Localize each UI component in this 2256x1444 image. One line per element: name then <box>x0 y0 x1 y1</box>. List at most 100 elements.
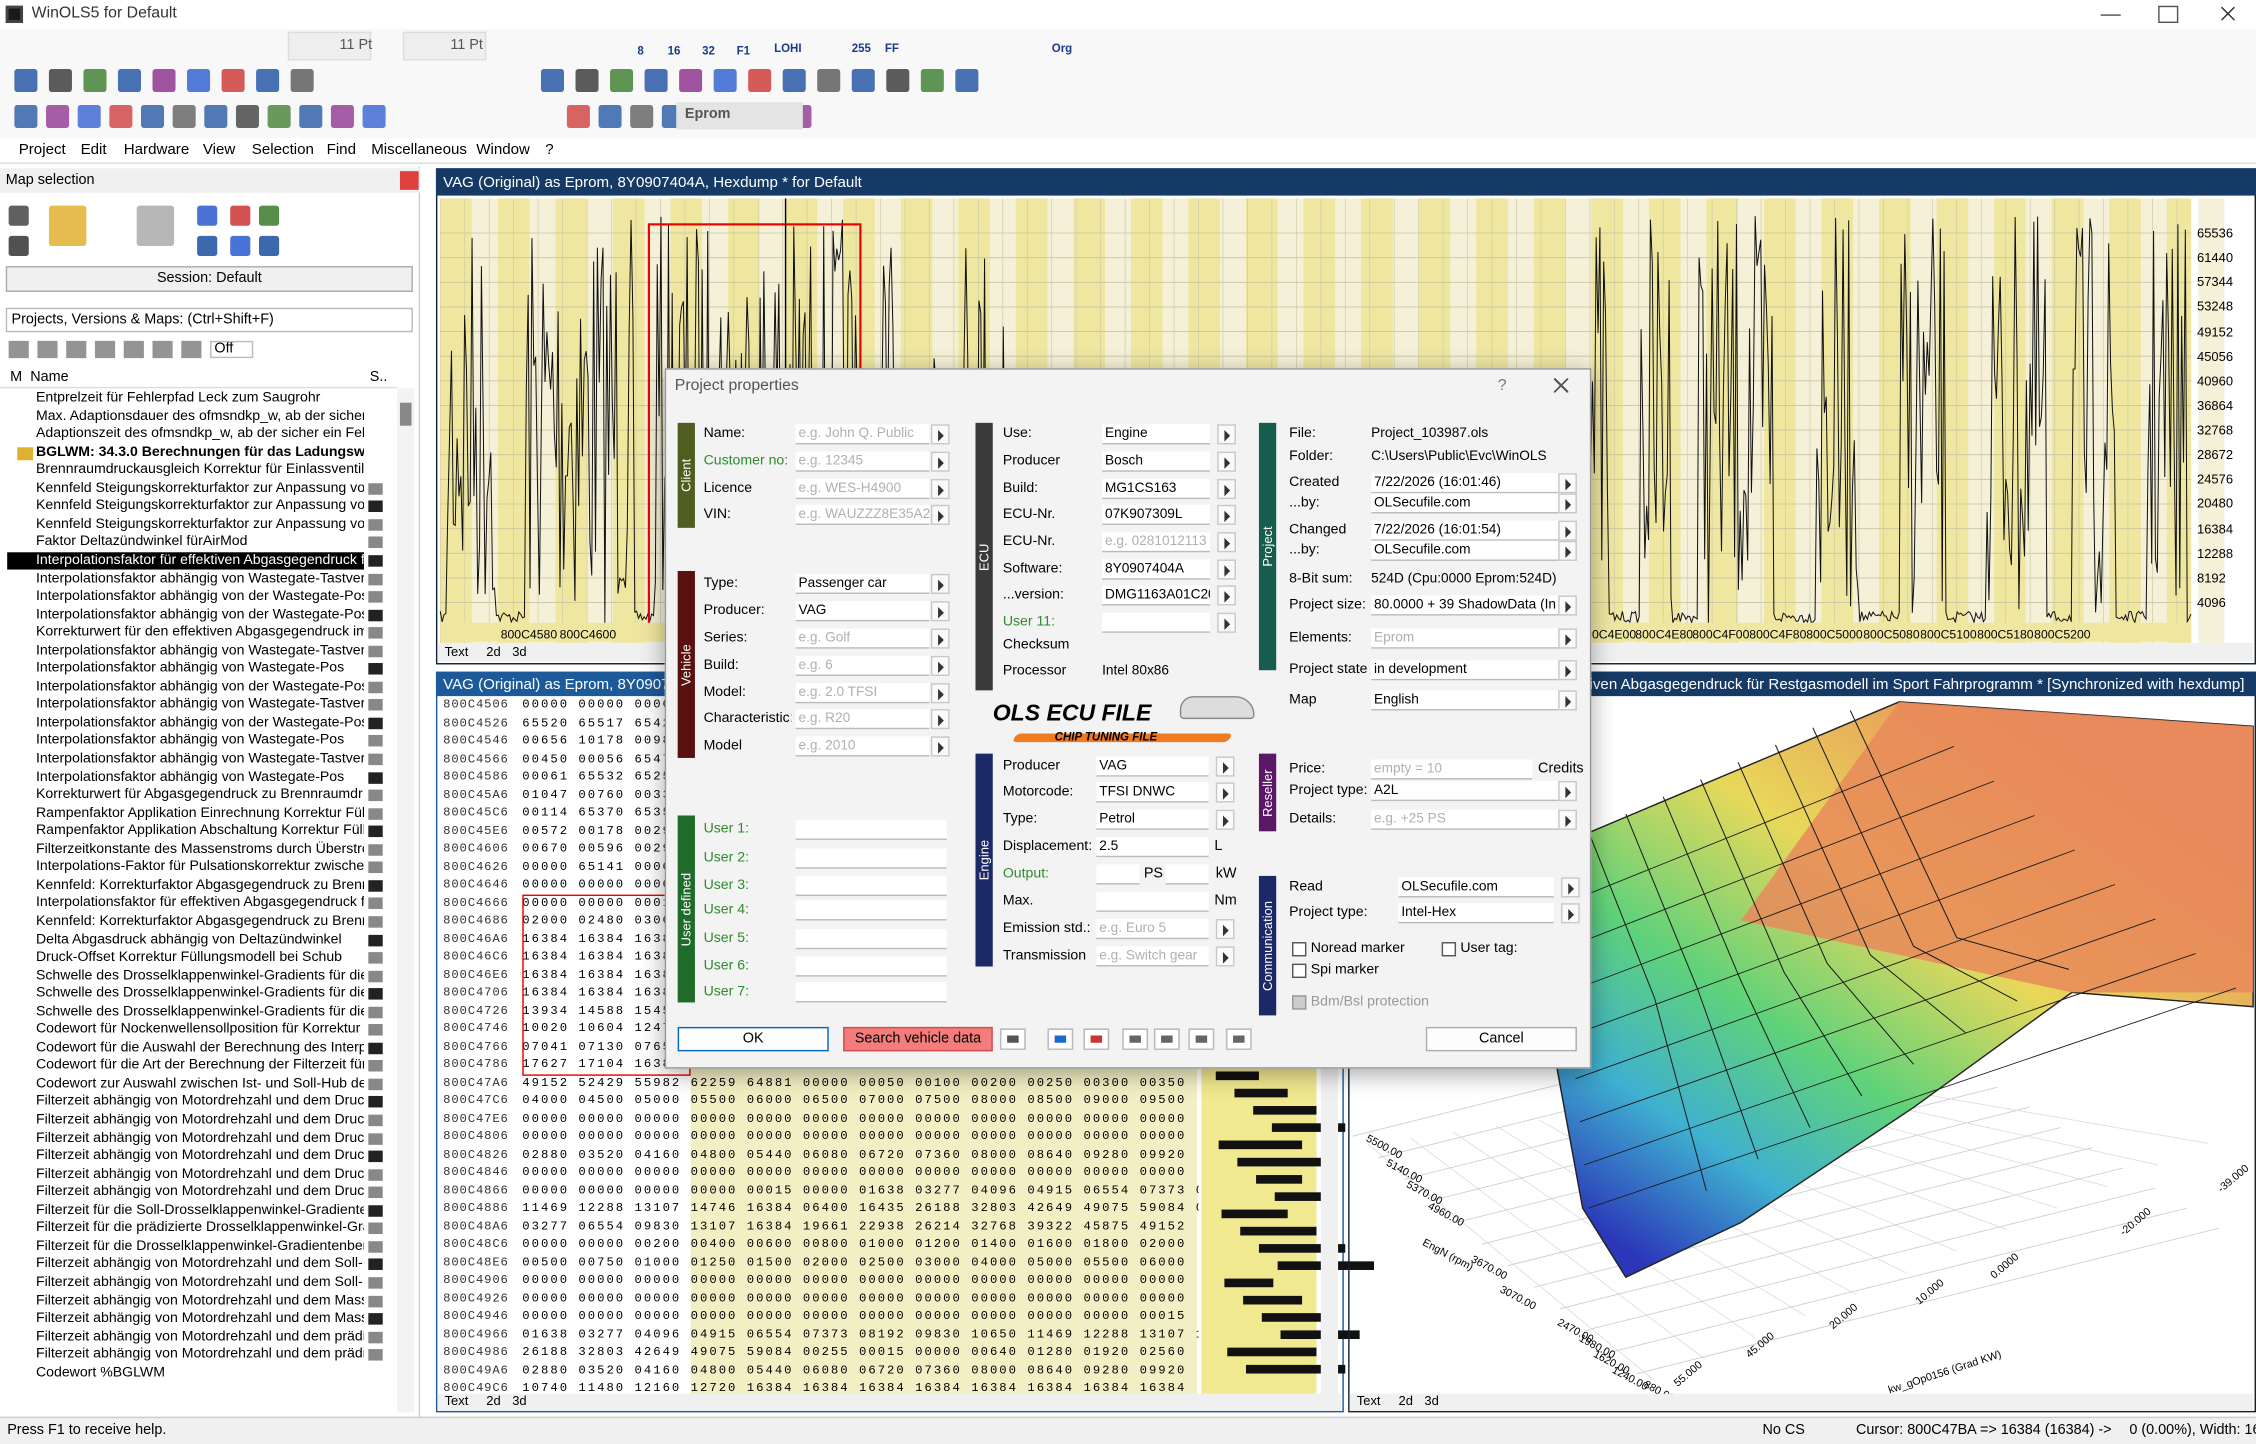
hex-row[interactable]: 03277 06554 09830 13107 16384 19661 2293… <box>522 1218 1187 1234</box>
toolbar-icon[interactable] <box>267 104 291 129</box>
panel-icon[interactable] <box>8 205 29 226</box>
field-input[interactable]: e.g. +25 PS <box>1371 809 1576 830</box>
toolbar-icon[interactable] <box>540 69 565 93</box>
toolbar-icon[interactable] <box>330 104 354 129</box>
field-button[interactable] <box>1217 559 1236 580</box>
map-item[interactable]: Filterzeit abhängig von Motordrehzahl un… <box>35 1147 365 1164</box>
map-item[interactable]: Kennfeld: Korrekturfaktor Abgasgegendruc… <box>35 877 365 893</box>
map-item[interactable]: Delta Abgasdruck abhängig von Deltazündw… <box>35 931 342 948</box>
field-button[interactable] <box>1217 451 1236 472</box>
toolbar-icon[interactable] <box>598 104 622 129</box>
toolbar-icon[interactable] <box>886 69 910 93</box>
hex-row[interactable]: 00670 00596 00295 <box>522 841 682 856</box>
map-item[interactable]: Schwelle des Drosselklappenwinkel-Gradie… <box>35 985 365 1002</box>
map-item[interactable]: Kennfeld Steigungskorrekturfaktor zur An… <box>35 480 365 496</box>
toolbar-icon[interactable] <box>83 69 107 93</box>
field-button[interactable] <box>1217 478 1236 500</box>
field-button[interactable] <box>1215 946 1235 967</box>
hex-row[interactable]: 16384 16384 16384 <box>522 931 682 946</box>
map-item[interactable]: Interpolationsfaktor abhängig von der Wa… <box>35 678 365 695</box>
field-input[interactable] <box>1102 612 1211 633</box>
hex-row[interactable]: 00500 00750 01000 01250 01500 02000 0250… <box>522 1254 1187 1270</box>
window-close[interactable] <box>2219 6 2239 23</box>
field-input[interactable] <box>795 956 947 977</box>
map-item[interactable]: Filterzeit abhängig von Motordrehzahl un… <box>35 1129 365 1146</box>
menu-item[interactable]: Selection <box>251 140 314 159</box>
toolbar-icon[interactable] <box>920 69 944 93</box>
menu-item[interactable]: Edit <box>80 140 107 159</box>
field-input[interactable]: Passenger car <box>795 573 930 594</box>
map-item[interactable]: Interpolationsfaktor abhängig von Wasteg… <box>35 660 345 677</box>
view-tab[interactable]: Text <box>1356 1393 1381 1409</box>
map-item[interactable]: Interpolationsfaktor für effektiven Abga… <box>35 895 365 911</box>
field-input[interactable]: MG1CS163 <box>1102 478 1211 500</box>
field-button[interactable] <box>1215 809 1235 830</box>
panel-icon[interactable] <box>197 205 218 226</box>
field-input[interactable]: Petrol <box>1096 809 1209 830</box>
view-tab[interactable]: Text <box>444 1393 469 1409</box>
field-input[interactable]: e.g. WAUZZZ8E35A23 <box>795 504 930 525</box>
map-item[interactable]: Korrekturwert für den effektiven Abgasge… <box>35 624 365 641</box>
hex-row[interactable]: 02880 03520 04160 04800 05440 06080 0672… <box>522 1362 1187 1378</box>
toolbar-icon[interactable] <box>221 69 245 93</box>
hex-row[interactable]: 00572 00178 00290 <box>522 823 682 838</box>
field-input[interactable]: OLSecufile.com <box>1371 540 1559 561</box>
map-item[interactable]: Filterzeit abhängig von Motordrehzahl un… <box>35 1111 365 1128</box>
map-item[interactable]: Filterzeit abhängig von Motordrehzahl un… <box>35 1093 365 1110</box>
hex-row[interactable]: 00000 00000 00000 <box>522 697 682 712</box>
panel-icon[interactable] <box>48 205 87 246</box>
hex-row[interactable]: 00000 00000 00000 00000 00000 00000 0000… <box>522 1272 1187 1288</box>
field-button[interactable] <box>1558 690 1577 711</box>
field-button[interactable] <box>930 504 950 525</box>
panel-icon[interactable] <box>230 205 251 226</box>
field-input[interactable]: Engine <box>1102 424 1211 445</box>
menu-item[interactable]: Hardware <box>123 140 190 159</box>
field-button[interactable] <box>1558 780 1577 802</box>
filter-icon[interactable] <box>8 340 29 359</box>
hex-row[interactable]: 13934 14588 15455 <box>522 1003 682 1018</box>
panel-icon[interactable] <box>230 235 251 257</box>
field-button[interactable] <box>1217 585 1236 606</box>
hex-row[interactable]: 00000 00000 00000 00000 00000 00000 0000… <box>522 1111 1187 1126</box>
field-input[interactable]: 7/22/2026 (16:01:46) <box>1371 473 1559 494</box>
map-item[interactable]: Korrekturwert für Abgasgegendruck zu Bre… <box>35 786 363 803</box>
filter-box[interactable]: Projects, Versions & Maps: (Ctrl+Shift+F… <box>5 307 413 333</box>
field-input[interactable]: OLSecufile.com <box>1371 493 1559 514</box>
map-item[interactable]: Kennfeld Steigungskorrekturfaktor zur An… <box>35 516 365 532</box>
toolbar-icon[interactable] <box>46 104 70 129</box>
map-item[interactable]: Codewort für Nockenwellensollposition fü… <box>35 1021 365 1038</box>
field-input[interactable]: e.g. 12345 <box>795 451 930 472</box>
field-input[interactable] <box>795 900 947 921</box>
checkbox[interactable] <box>1292 963 1307 979</box>
field-input[interactable]: e.g. Switch gear <box>1096 946 1209 967</box>
map-item[interactable]: Filterzeit abhängig von Motordrehzahl un… <box>35 1165 365 1182</box>
hex-row[interactable]: 00000 65141 00005 <box>522 859 682 874</box>
hex-row[interactable]: 00000 00000 00000 00000 00000 00000 0000… <box>522 1129 1187 1144</box>
field-input[interactable]: OLSecufile.com <box>1398 877 1554 898</box>
hex-row[interactable]: 00656 10178 00980 <box>522 733 682 748</box>
view-tab[interactable]: 3d <box>512 1393 527 1409</box>
field-button[interactable] <box>1561 903 1580 924</box>
panel-icon[interactable] <box>197 235 218 257</box>
field-button[interactable] <box>930 601 950 622</box>
map-item[interactable]: Interpolationsfaktor abhängig von Wasteg… <box>35 570 365 587</box>
hex-row[interactable]: 07041 07130 07653 <box>522 1039 682 1054</box>
field-button[interactable] <box>1558 809 1577 830</box>
field-input[interactable]: Bosch <box>1102 451 1211 472</box>
field-button[interactable] <box>930 628 950 649</box>
toolbar-icon[interactable] <box>141 104 165 129</box>
view-tab[interactable]: 2d <box>486 1393 501 1409</box>
map-item[interactable]: Interpolationsfaktor abhängig von Wasteg… <box>35 696 365 713</box>
toolbar-label[interactable]: F1 <box>736 44 751 58</box>
field-button[interactable] <box>930 424 950 445</box>
toolbar-icon[interactable] <box>14 69 38 93</box>
map-item[interactable]: Interpolationsfaktor abhängig von Wasteg… <box>35 768 345 785</box>
map-item[interactable]: Codewort zur Auswahl zwischen Ist- und S… <box>35 1075 365 1092</box>
window-min[interactable] <box>2100 6 2121 16</box>
toolbar-icon[interactable] <box>851 69 875 93</box>
field-input[interactable]: in development <box>1371 660 1559 681</box>
panel-icon[interactable] <box>136 205 175 246</box>
hex-row[interactable]: 00000 00000 00000 00000 00000 00000 0000… <box>522 1308 1187 1324</box>
field-input[interactable]: 7/22/2026 (16:01:54) <box>1371 520 1559 541</box>
field-input[interactable]: TFSI DNWC <box>1096 782 1209 803</box>
